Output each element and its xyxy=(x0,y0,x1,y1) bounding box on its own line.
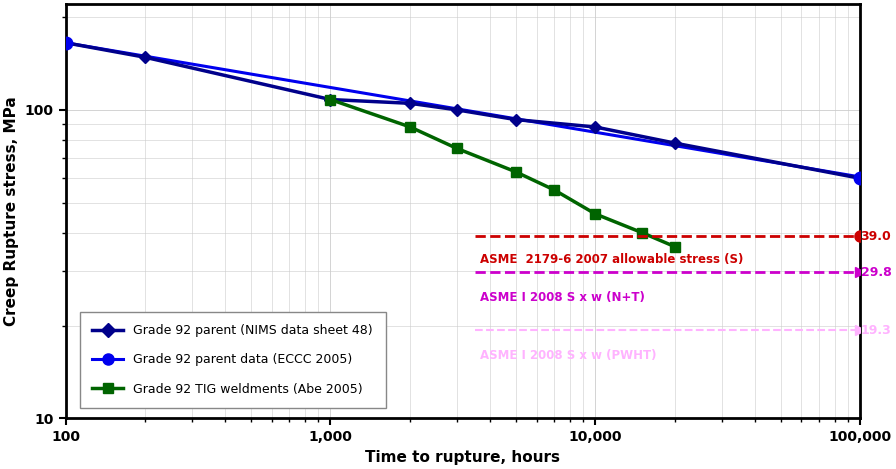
Text: ASME I 2008 S x w (N+T): ASME I 2008 S x w (N+T) xyxy=(480,291,645,304)
X-axis label: Time to rupture, hours: Time to rupture, hours xyxy=(366,450,560,465)
Legend: Grade 92 parent (NIMS data sheet 48), Grade 92 parent data (ECCC 2005), Grade 92: Grade 92 parent (NIMS data sheet 48), Gr… xyxy=(80,311,385,408)
Text: ASME I 2008 S x w (PWHT): ASME I 2008 S x w (PWHT) xyxy=(480,349,657,362)
Text: 29.8: 29.8 xyxy=(861,265,892,279)
Y-axis label: Creep Rupture stress, MPa: Creep Rupture stress, MPa xyxy=(4,97,19,326)
Text: 19.3: 19.3 xyxy=(861,324,892,337)
Text: ASME  2179-6 2007 allowable stress (S): ASME 2179-6 2007 allowable stress (S) xyxy=(480,253,744,266)
Text: 39.0: 39.0 xyxy=(861,229,892,242)
